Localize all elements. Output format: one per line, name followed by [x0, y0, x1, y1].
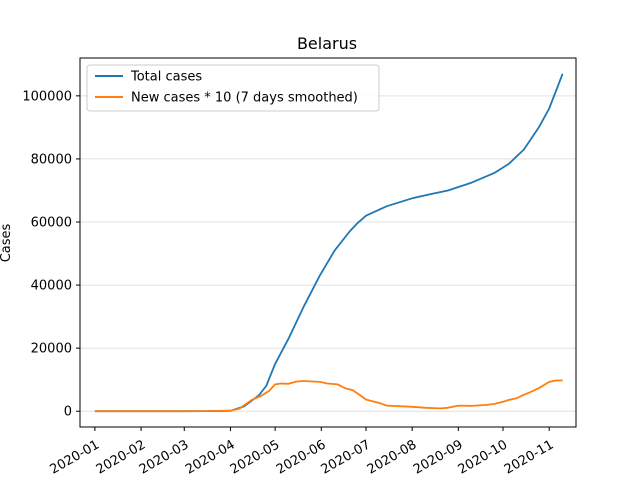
x-tick-label: 2020-01 [48, 437, 103, 477]
y-tick-label: 80000 [31, 152, 72, 167]
y-tick-label: 0 [64, 405, 72, 420]
x-axis-ticks: 2020-012020-022020-032020-042020-052020-… [48, 427, 557, 478]
series-line-1 [94, 379, 563, 413]
x-tick-label: 2020-05 [228, 437, 283, 477]
y-tick-label: 60000 [31, 216, 72, 231]
gridlines [80, 95, 576, 412]
series-line-0 [94, 73, 564, 413]
legend-box [86, 64, 380, 112]
legend: Total cases New cases * 10 (7 days smoot… [86, 64, 380, 112]
x-tick-label: 2020-08 [365, 437, 420, 477]
x-tick-label: 2020-04 [183, 437, 238, 477]
y-axis-ticks: 0 20000 40000 60000 80000 100000 [22, 89, 80, 420]
x-tick-label: 2020-03 [137, 437, 192, 477]
legend-label-new-cases: New cases * 10 (7 days smoothed) [131, 91, 358, 106]
x-tick-label: 2020-07 [319, 437, 374, 477]
legend-label-total-cases: Total cases [130, 70, 202, 85]
series-lines [94, 73, 564, 413]
y-tick-label: 40000 [31, 279, 72, 294]
x-tick-label: 2020-09 [411, 437, 466, 477]
y-tick-label: 20000 [31, 342, 72, 357]
chart-title: Belarus [297, 34, 357, 53]
x-tick-label: 2020-10 [456, 437, 511, 477]
x-tick-label: 2020-06 [274, 437, 329, 477]
plot-frame [79, 57, 577, 428]
y-tick-label: 100000 [22, 89, 72, 104]
y-axis-label: Cases [0, 223, 14, 262]
x-tick-label: 2020-11 [502, 437, 557, 477]
